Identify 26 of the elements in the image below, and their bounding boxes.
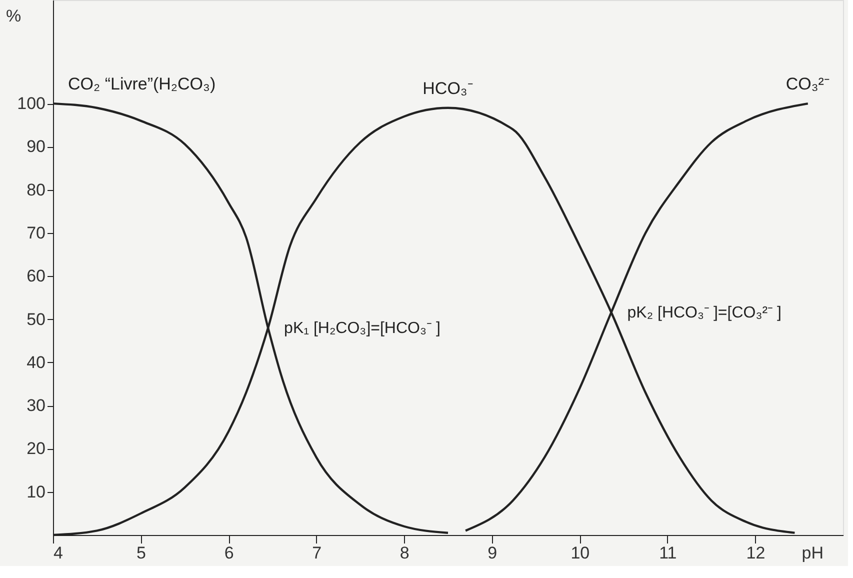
y-tick-label: 40 <box>26 352 46 372</box>
y-tick-label: 80 <box>26 180 46 200</box>
series-label: CO₃²⁻ <box>786 74 830 94</box>
annotation: pK₁ [H₂CO₃]=[HCO₃⁻ ] <box>284 320 440 337</box>
x-tick-label: 4 <box>54 544 63 562</box>
x-tick-label: 8 <box>400 544 410 562</box>
x-tick-label: 11 <box>659 544 677 562</box>
y-axis-title: % <box>6 6 22 26</box>
annotation: pK₂ [HCO₃⁻ ]=[CO₃²⁻ ] <box>627 304 782 322</box>
series-label: HCO₃⁻ <box>422 78 474 98</box>
x-tick-label: 5 <box>136 544 146 562</box>
y-tick-label: 30 <box>26 396 46 416</box>
y-tick-label: 50 <box>26 310 46 329</box>
y-tick-label: 60 <box>26 266 46 286</box>
series-label: CO₂ “Livre”(H₂CO₃) <box>68 74 216 94</box>
x-tick-label: 9 <box>488 544 498 562</box>
y-tick-label: 100 <box>17 94 46 114</box>
y-tick-label: 70 <box>26 223 46 242</box>
y-tick-label: 10 <box>26 482 46 502</box>
x-tick-label: 6 <box>224 544 234 562</box>
x-tick-label: 7 <box>312 544 322 562</box>
x-tick-label: 12 <box>746 544 766 562</box>
x-axis-title: pH <box>802 544 824 562</box>
x-tick-label: 10 <box>570 544 590 562</box>
y-tick-label: 20 <box>26 439 46 458</box>
y-tick-label: 90 <box>26 137 46 156</box>
